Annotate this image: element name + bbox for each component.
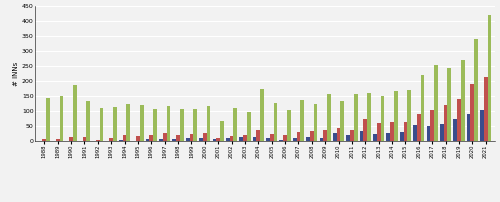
Bar [270, 134, 274, 141]
Bar [457, 99, 461, 141]
Bar [226, 138, 230, 141]
Bar [380, 96, 384, 141]
Bar [113, 107, 117, 141]
Bar [283, 135, 287, 141]
Bar [484, 77, 488, 141]
Bar [159, 139, 163, 141]
Bar [119, 140, 122, 141]
Bar [230, 136, 234, 141]
Bar [386, 133, 390, 141]
Bar [60, 96, 64, 141]
Bar [367, 93, 371, 141]
Bar [390, 122, 394, 141]
Bar [448, 68, 451, 141]
Bar [364, 119, 367, 141]
Bar [346, 135, 350, 141]
Bar [470, 84, 474, 141]
Bar [110, 138, 113, 141]
Bar [194, 109, 197, 141]
Bar [474, 39, 478, 141]
Bar [256, 130, 260, 141]
Bar [333, 133, 336, 141]
Bar [306, 137, 310, 141]
Bar [199, 138, 203, 141]
Bar [86, 101, 90, 141]
Bar [247, 112, 250, 141]
Bar [296, 132, 300, 141]
Bar [394, 91, 398, 141]
Bar [400, 132, 404, 141]
Bar [461, 60, 464, 141]
Bar [360, 131, 364, 141]
Bar [354, 94, 358, 141]
Bar [186, 138, 190, 141]
Bar [340, 101, 344, 141]
Bar [56, 139, 59, 141]
Bar [377, 123, 380, 141]
Bar [172, 139, 176, 141]
Bar [136, 136, 140, 141]
Bar [417, 114, 420, 141]
Bar [140, 105, 143, 141]
Bar [260, 89, 264, 141]
Bar [150, 135, 153, 141]
Bar [324, 130, 327, 141]
Bar [408, 90, 411, 141]
Bar [300, 100, 304, 141]
Bar [166, 106, 170, 141]
Bar [287, 110, 290, 141]
Bar [73, 85, 76, 141]
Bar [216, 138, 220, 141]
Bar [180, 109, 184, 141]
Bar [327, 94, 331, 141]
Bar [426, 126, 430, 141]
Bar [46, 98, 50, 141]
Bar [320, 138, 324, 141]
Bar [444, 105, 448, 141]
Bar [163, 133, 166, 141]
Bar [42, 139, 46, 141]
Y-axis label: # INNs: # INNs [13, 62, 19, 86]
Bar [252, 137, 256, 141]
Bar [122, 135, 126, 141]
Bar [190, 134, 194, 141]
Bar [234, 108, 237, 141]
Bar [293, 138, 296, 141]
Bar [480, 110, 484, 141]
Bar [240, 138, 243, 141]
Bar [126, 104, 130, 141]
Bar [243, 135, 247, 141]
Bar [466, 114, 470, 141]
Bar [274, 103, 278, 141]
Bar [220, 121, 224, 141]
Bar [413, 125, 417, 141]
Bar [310, 131, 314, 141]
Bar [350, 130, 354, 141]
Bar [82, 137, 86, 141]
Bar [454, 119, 457, 141]
Bar [314, 104, 318, 141]
Bar [404, 122, 407, 141]
Bar [430, 110, 434, 141]
Bar [266, 138, 270, 141]
Bar [146, 139, 150, 141]
Bar [280, 140, 283, 141]
Bar [206, 106, 210, 141]
Bar [69, 137, 73, 141]
Bar [488, 15, 492, 141]
Bar [373, 134, 377, 141]
Bar [212, 139, 216, 141]
Bar [434, 65, 438, 141]
Bar [96, 140, 100, 141]
Bar [440, 124, 444, 141]
Bar [203, 133, 206, 141]
Bar [336, 128, 340, 141]
Bar [100, 108, 103, 141]
Bar [153, 109, 157, 141]
Bar [420, 75, 424, 141]
Bar [176, 135, 180, 141]
